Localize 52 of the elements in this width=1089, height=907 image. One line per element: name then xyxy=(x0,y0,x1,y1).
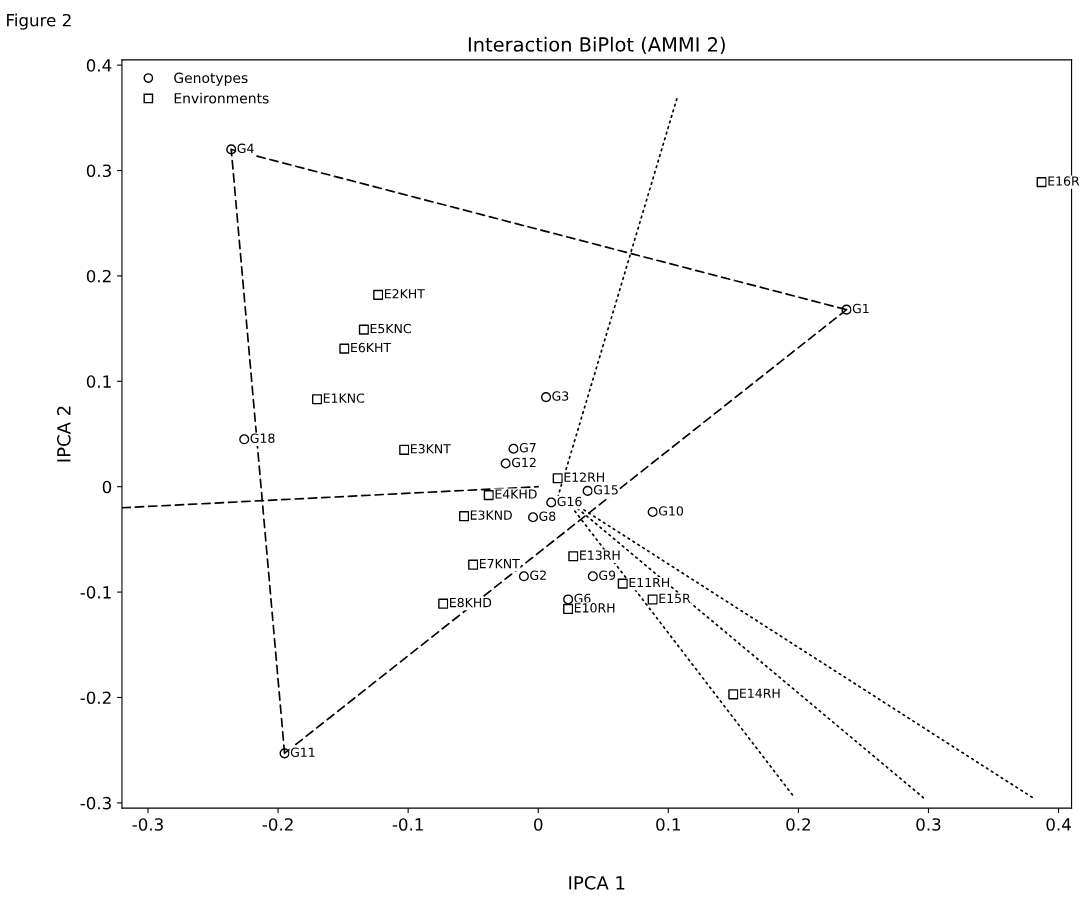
caption: Figure 2 xyxy=(7,13,71,30)
data-label: E5KNC xyxy=(370,323,411,334)
data-label: G7 xyxy=(519,442,536,453)
data-label: E3KND xyxy=(470,510,512,520)
y-axis-title: IPCA 2 xyxy=(57,406,71,462)
data-label: G18 xyxy=(250,433,275,443)
data-label: G4 xyxy=(237,143,254,154)
x-tick-label: 0 xyxy=(534,818,543,831)
x-axis-title: IPCA 1 xyxy=(569,875,625,890)
data-label: E12RH xyxy=(564,472,604,482)
x-tick-label: 0.1 xyxy=(656,818,681,831)
y-tick-label: 0.3 xyxy=(86,164,111,178)
x-tick-label: 0.2 xyxy=(786,818,810,831)
data-label: E13RH xyxy=(580,550,620,560)
data-label: E3KNT xyxy=(411,443,451,454)
data-label: G15 xyxy=(593,485,618,495)
data-label: E15R xyxy=(659,593,691,604)
x-tick-label: 0.4 xyxy=(1046,818,1071,831)
data-label: G11 xyxy=(290,747,315,757)
y-tick-label: 0 xyxy=(102,480,112,494)
y-tick-label: -0.2 xyxy=(80,691,111,705)
y-tick-label: -0.1 xyxy=(80,586,111,599)
data-label: E8KHD xyxy=(450,597,492,608)
data-label: G2 xyxy=(530,570,546,580)
y-tick-label: 0.1 xyxy=(86,375,111,388)
y-tick-label: -0.3 xyxy=(80,796,111,810)
data-label: G6 xyxy=(574,593,591,604)
data-label: G16 xyxy=(557,496,582,507)
data-label: E16R xyxy=(1048,176,1080,186)
legend-label: Genotypes xyxy=(174,72,248,86)
data-label: E7KNT xyxy=(479,559,520,569)
data-label: E10RH xyxy=(574,603,615,613)
x-tick-label: -0.3 xyxy=(132,818,163,831)
x-tick-label: 0.3 xyxy=(916,818,941,831)
data-label: G8 xyxy=(539,511,556,521)
y-tick-label: 0.2 xyxy=(86,269,111,283)
x-tick-label: -0.1 xyxy=(392,818,423,831)
data-label: G3 xyxy=(552,391,569,401)
legend-label: Environments xyxy=(174,92,269,104)
data-label: G12 xyxy=(511,457,536,468)
data-label: E11RH xyxy=(629,577,670,588)
data-label: G10 xyxy=(658,506,684,516)
data-label: E4KHD xyxy=(495,489,537,499)
y-tick-label: 0.4 xyxy=(86,59,112,72)
data-label: G1 xyxy=(852,303,869,314)
chart-title: Interaction BiPlot (AMMI 2) xyxy=(468,36,725,55)
data-label: E2KHT xyxy=(385,289,425,299)
data-label: G9 xyxy=(599,570,616,580)
x-tick-label: -0.2 xyxy=(262,818,293,831)
data-label: E6KHT xyxy=(351,342,392,353)
data-label: E14RH xyxy=(740,688,780,698)
data-label: E1KNC xyxy=(323,393,365,403)
